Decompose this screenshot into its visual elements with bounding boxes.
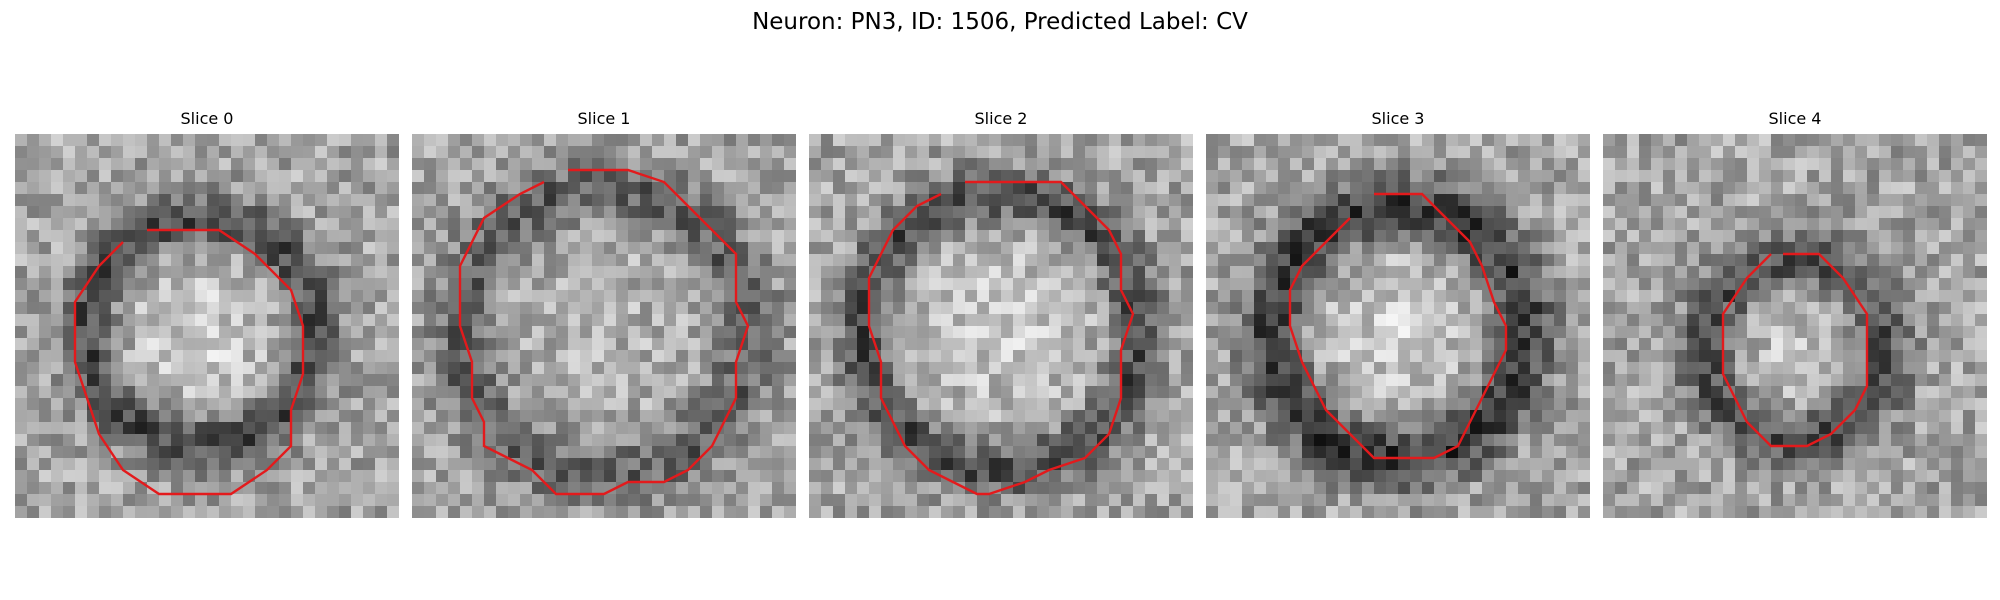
slice-title: Slice 3: [1206, 110, 1590, 132]
slice-svg-2: [809, 134, 1193, 518]
slice-title: Slice 4: [1603, 110, 1987, 132]
figure-title: Neuron: PN3, ID: 1506, Predicted Label: …: [0, 8, 2000, 36]
slice-image: [412, 134, 796, 518]
slice-image: [1603, 134, 1987, 518]
slice-svg-1: [412, 134, 796, 518]
slice-svg-4: [1603, 134, 1987, 518]
slice-title: Slice 2: [809, 110, 1193, 132]
slice-image: [1206, 134, 1590, 518]
slice-svg-0: [15, 134, 399, 518]
slice-panel-4: Slice 4: [1603, 110, 1987, 518]
slice-svg-3: [1206, 134, 1590, 518]
slice-panel-2: Slice 2: [809, 110, 1193, 518]
slice-image: [15, 134, 399, 518]
slice-title: Slice 1: [412, 110, 796, 132]
slice-panel-0: Slice 0: [15, 110, 399, 518]
slice-image: [809, 134, 1193, 518]
slice-panel-1: Slice 1: [412, 110, 796, 518]
slice-title: Slice 0: [15, 110, 399, 132]
slice-panel-3: Slice 3: [1206, 110, 1590, 518]
